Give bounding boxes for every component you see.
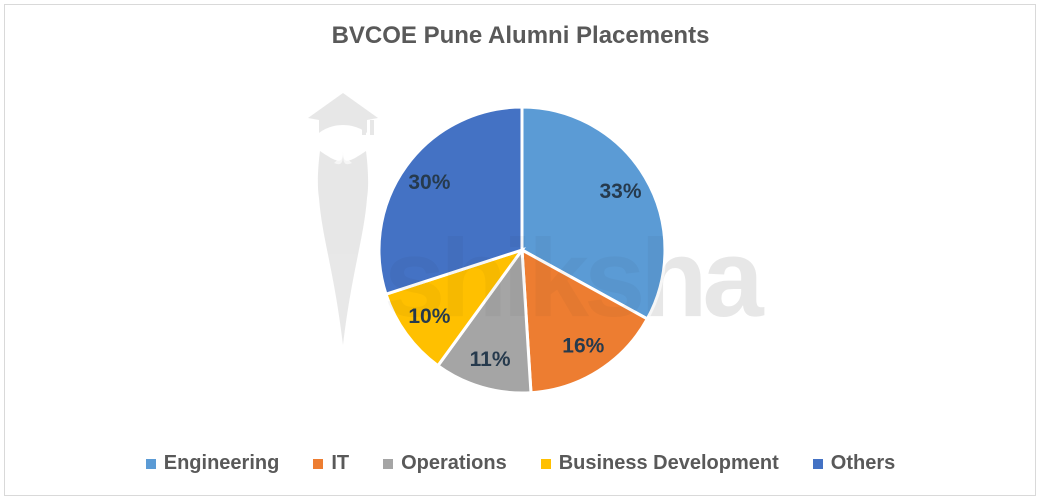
svg-text:11%: 11% bbox=[470, 348, 511, 371]
svg-text:shiksha: shiksha bbox=[384, 217, 764, 340]
svg-text:30%: 30% bbox=[408, 171, 450, 194]
svg-text:33%: 33% bbox=[599, 180, 641, 203]
